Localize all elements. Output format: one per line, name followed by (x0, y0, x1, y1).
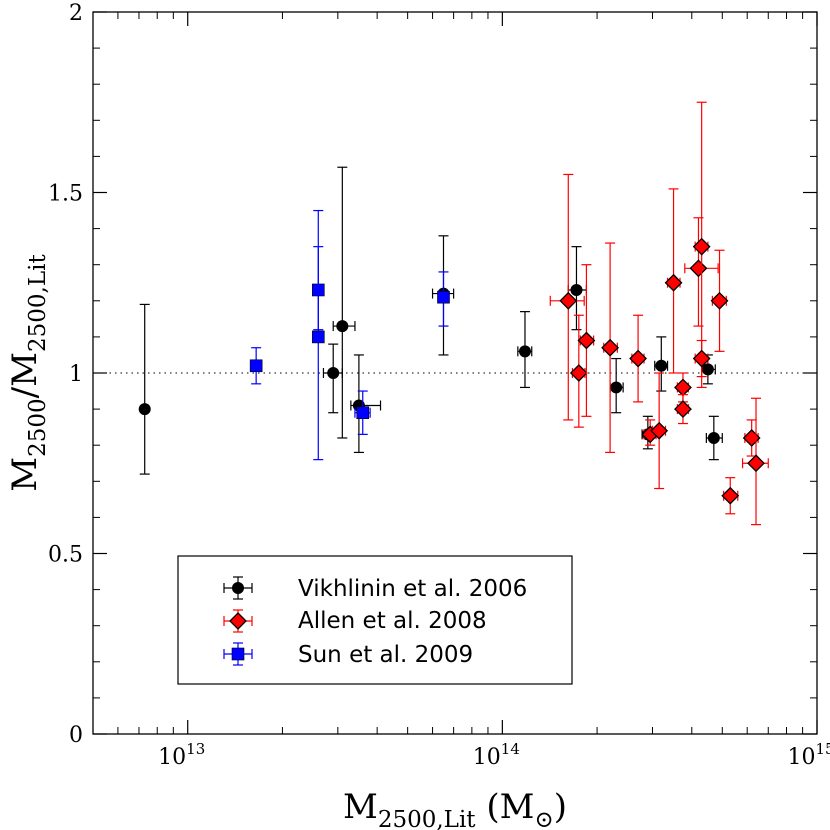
y-axis-title-sub2: 2500,Lit (25, 254, 51, 352)
series-2-point-4-marker (437, 290, 450, 304)
x-tick-label-exponent: 14 (501, 740, 520, 758)
series-1-point-9-marker (674, 400, 692, 419)
legend-marker-2-symbol (231, 647, 245, 661)
series-1-point-16-marker (747, 454, 765, 473)
series-0-point-2-marker (336, 320, 349, 333)
legend-label-allen: Allen et al. 2008 (298, 608, 487, 634)
legend-markers (223, 576, 253, 666)
series-0-point-11-marker (707, 431, 720, 444)
y-tick-label: 1.5 (48, 182, 83, 207)
series-1-point-12-marker (692, 349, 711, 368)
series-1-point-13-marker (710, 291, 729, 310)
x-axis-title: M2500,Lit (M⊙) (343, 787, 567, 830)
x-axis-title-unit-open: (M (476, 787, 535, 827)
series-0-point-10-marker (701, 363, 714, 376)
series-0-point-0-marker (138, 403, 151, 416)
series-0 (138, 166, 723, 475)
series-0-point-0-errorbar (139, 303, 150, 475)
x-tick-label: 1014 (473, 740, 520, 770)
x-axis-title-main: M (343, 787, 378, 827)
x-axis-title-sub: 2500,Lit (378, 807, 476, 830)
legend-label-vikhlinin: Vikhlinin et al. 2006 (298, 576, 527, 602)
series-1-point-15-marker (742, 429, 761, 447)
series-0-point-6-marker (570, 283, 583, 296)
series-1 (549, 101, 769, 526)
y-tick-label: 2 (69, 1, 83, 26)
series-1-point-8-marker (674, 378, 692, 397)
series-0-point-5-marker (518, 345, 531, 358)
x-tick-label: 1013 (158, 740, 205, 770)
series-2-point-3-marker (356, 406, 370, 420)
series-1-point-6-marker (650, 421, 669, 440)
series-2-point-2-marker (311, 330, 325, 344)
series-2 (249, 209, 450, 461)
y-axis-title: M2500/M2500,Lit (5, 254, 51, 492)
x-tick-label-base: 10 (787, 745, 815, 770)
y-tick-label: 0.5 (48, 543, 83, 568)
series-2-point-0-marker (249, 359, 263, 373)
legend-marker-1-symbol (229, 612, 247, 630)
series-0-point-9-marker (655, 359, 668, 372)
legend-marker-0-symbol (232, 582, 244, 594)
series-0-point-2-errorbar (332, 166, 356, 439)
x-axis-title-unit-sub: ⊙ (534, 807, 553, 830)
data-series (138, 101, 769, 526)
x-tick-label-exponent: 13 (186, 740, 205, 758)
x-tick-label: 1015 (787, 740, 830, 770)
series-1-point-14-marker (721, 486, 740, 505)
series-1-point-10-marker (689, 259, 708, 278)
series-1-point-0-marker (559, 291, 578, 310)
y-tick-label: 0 (69, 723, 83, 748)
y-axis-title-sub1: 2500 (25, 398, 51, 457)
series-1-point-2-marker (577, 331, 596, 350)
x-tick-label-base: 10 (473, 745, 501, 770)
plot-frame (92, 11, 818, 735)
series-1-point-1-marker (569, 364, 588, 382)
x-axis-title-unit-close: ) (554, 787, 567, 827)
y-axis-title-m1: M (5, 457, 45, 492)
series-1-point-11-marker (692, 237, 711, 256)
series-1-point-3-marker (601, 338, 620, 357)
y-tick-label: 1 (69, 362, 83, 387)
x-tick-label-base: 10 (158, 745, 186, 770)
legend-label-sun: Sun et al. 2009 (298, 642, 473, 668)
y-axis-title-mid: /M (5, 352, 45, 398)
series-1-point-4-marker (629, 349, 648, 368)
legend: Vikhlinin et al. 2006 Allen et al. 2008 … (177, 555, 573, 685)
series-1-point-7-marker (664, 273, 683, 292)
series-0-point-1-marker (327, 367, 340, 379)
x-tick-label-exponent: 15 (815, 740, 830, 758)
series-0-point-7-marker (610, 381, 623, 394)
